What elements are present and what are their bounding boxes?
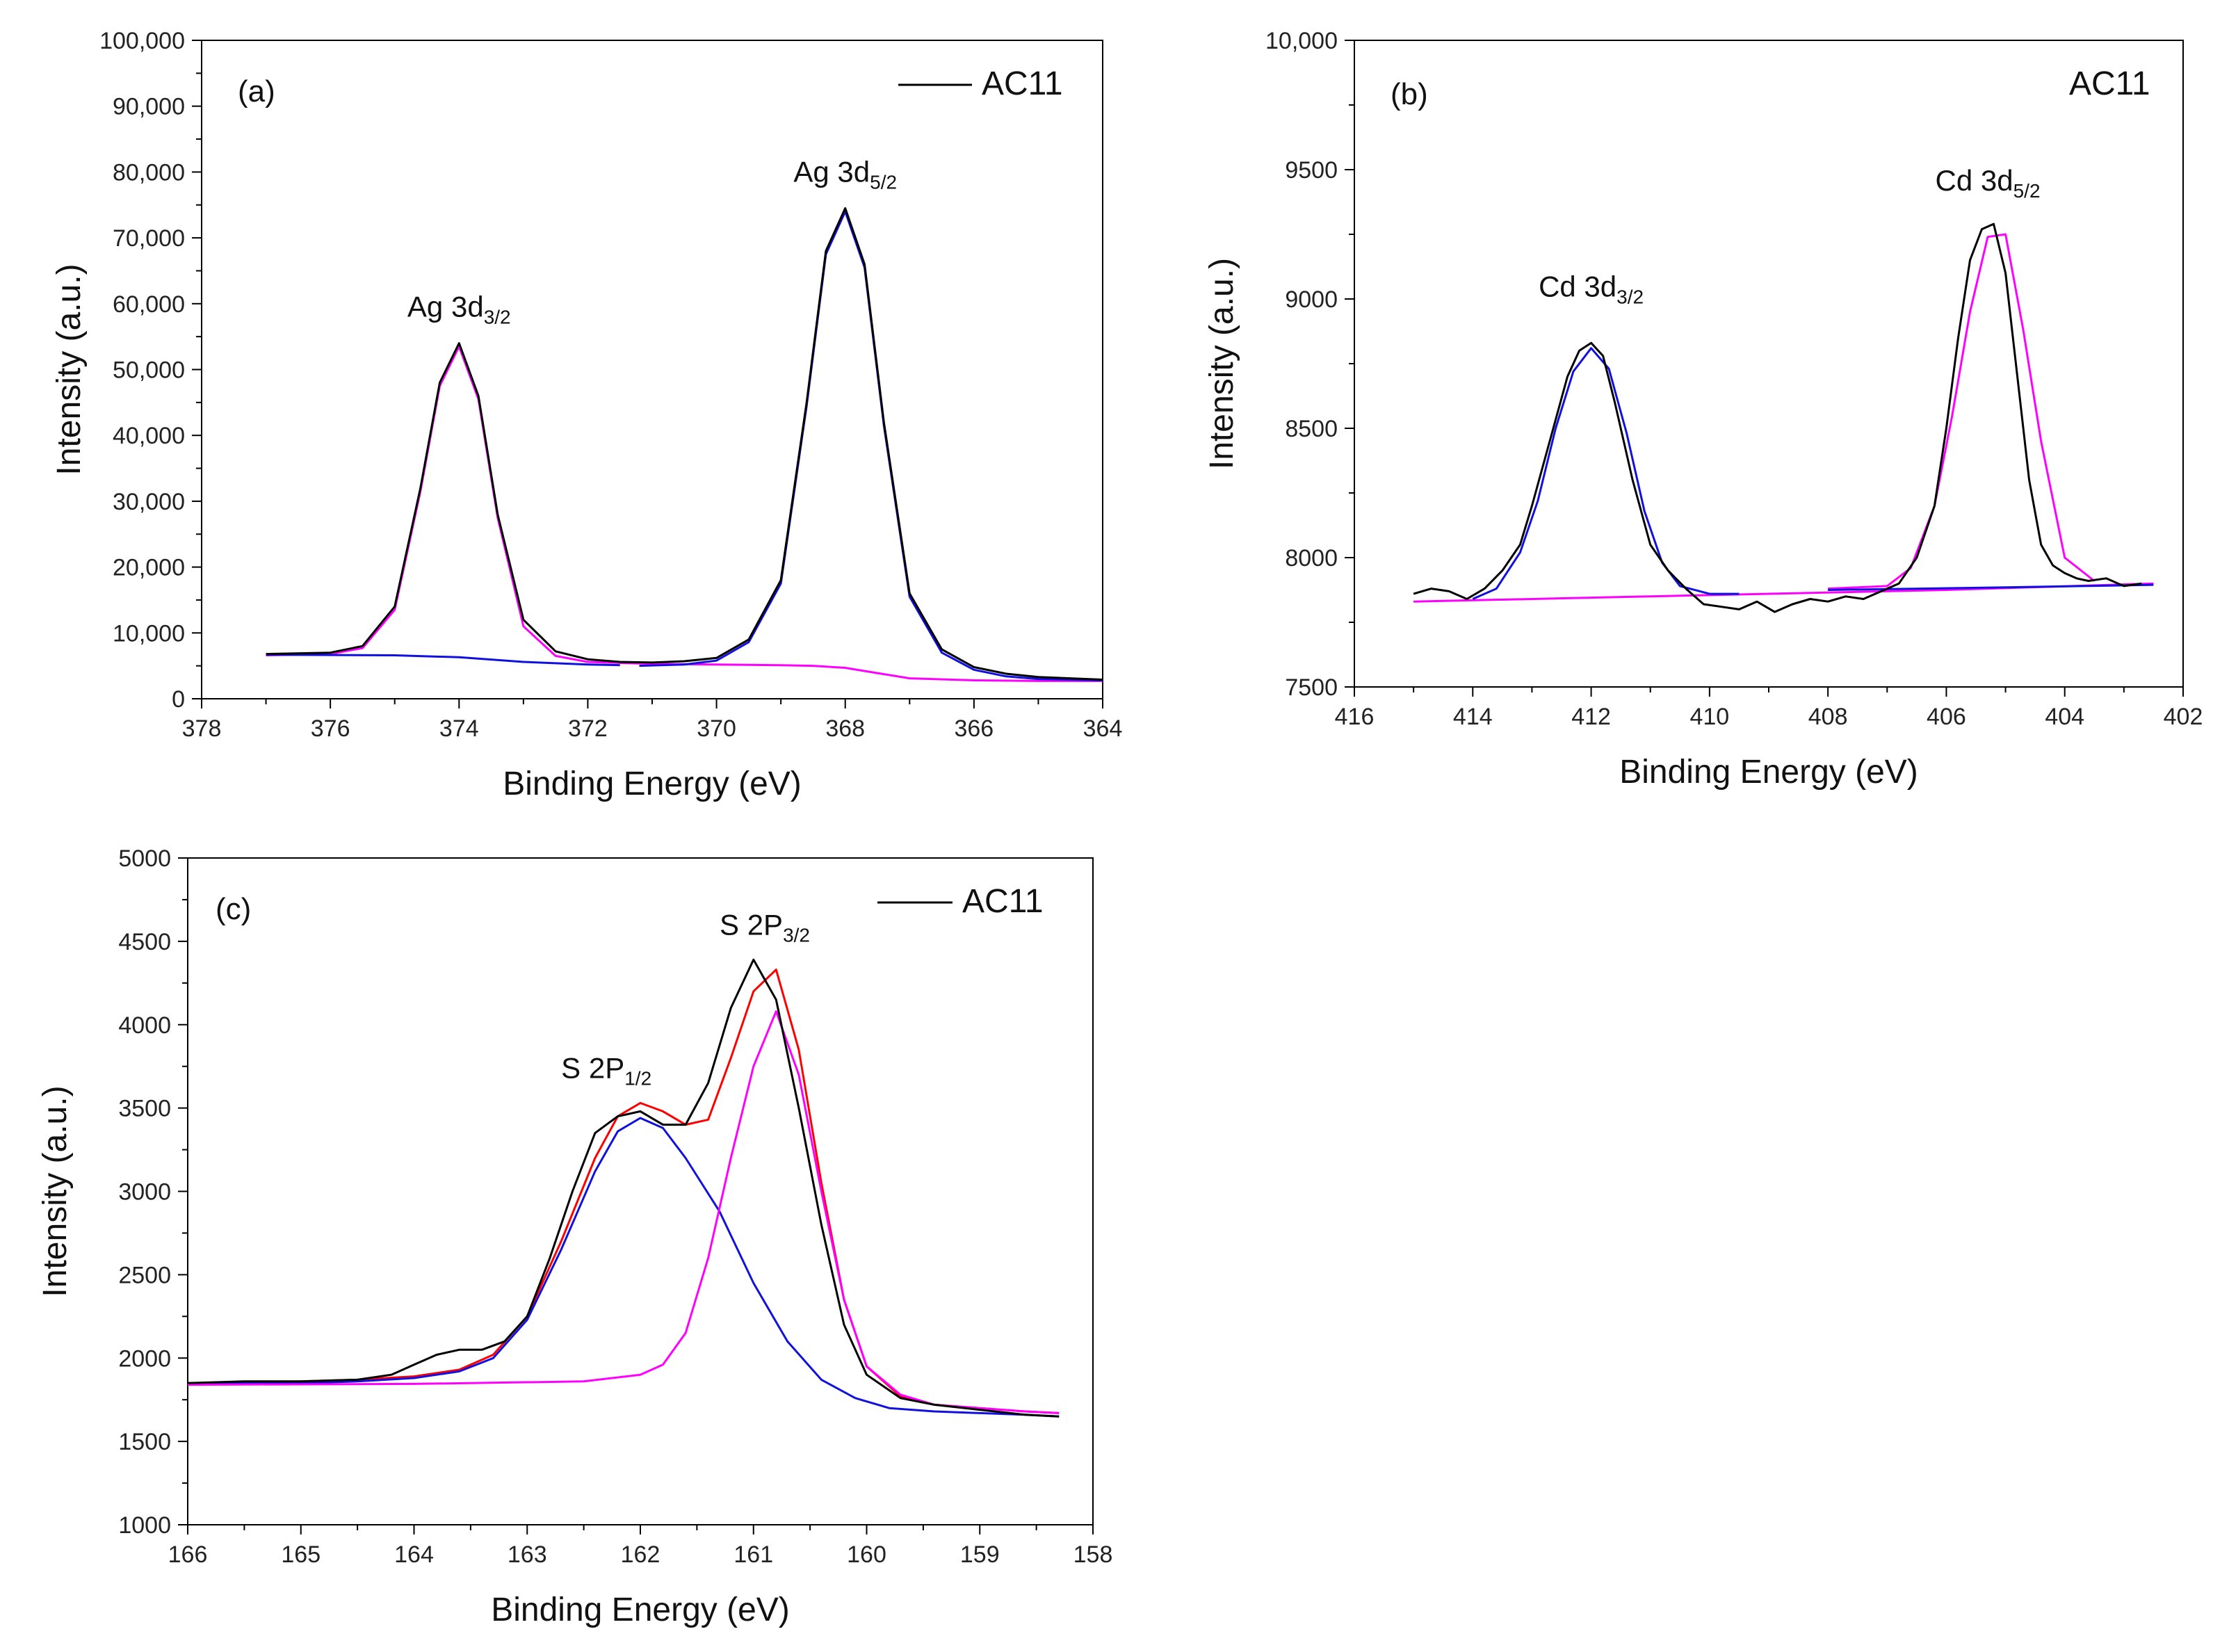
panel-a: 378 376 374 372 370 368 366 364 0 10,000 20,000 30,… (51, 28, 1122, 802)
x-tick-label: 412 (1571, 704, 1611, 730)
y-tick-label: 70,000 (113, 225, 185, 252)
panel-c: 166 165 164 163 162 161 160 159 158 1000 1500 2000 2… (37, 845, 1112, 1628)
x-tick-label: 158 (1073, 1541, 1113, 1568)
peak-annotation-sub: 3/2 (1616, 286, 1644, 307)
x-tick-label: 364 (1083, 715, 1123, 742)
peak-annotation: Cd 3d3/2 (1539, 270, 1644, 307)
panel-label: (b) (1391, 77, 1428, 111)
panel-label: (a) (238, 74, 275, 108)
x-tick-label: 165 (281, 1541, 321, 1568)
x-tick-label: 402 (2164, 704, 2203, 730)
peak-annotation-sub: 1/2 (624, 1067, 651, 1089)
y-tick-label: 80,000 (113, 159, 185, 186)
peak-annotation-main: Ag 3d (407, 291, 484, 323)
y-axis-title: Intensity (a.u.) (1203, 258, 1240, 469)
x-tick-label: 159 (960, 1541, 1000, 1568)
legend-label: AC11 (962, 883, 1044, 920)
y-tick-label: 10,000 (113, 620, 185, 647)
x-tick-label: 410 (1689, 704, 1729, 730)
peak-annotation: Ag 3d5/2 (793, 156, 897, 193)
y-tick-label: 3000 (118, 1179, 171, 1206)
series-line (187, 969, 1060, 1414)
legend-label: AC11 (982, 65, 1063, 102)
peak-annotation: S 2P1/2 (561, 1051, 651, 1089)
y-tick-label: 8500 (1285, 416, 1338, 442)
peak-annotation-main: S 2P (561, 1051, 624, 1084)
y-tick-label: 8000 (1285, 545, 1338, 572)
series-line (266, 207, 1103, 681)
y-tick-label: 1000 (118, 1512, 171, 1539)
y-tick-label: 3500 (118, 1096, 171, 1122)
series-line (1472, 347, 1740, 600)
panel-label: (c) (216, 892, 251, 926)
x-tick-label: 366 (954, 715, 994, 742)
y-tick-label: 2500 (118, 1262, 171, 1288)
peak-annotation: S 2P3/2 (720, 908, 810, 946)
x-tick-label: 372 (568, 715, 608, 742)
x-tick-label: 404 (2045, 704, 2084, 730)
x-tick-label: 160 (847, 1541, 886, 1568)
y-tick-label: 50,000 (113, 357, 185, 384)
y-tick-label: 4000 (118, 1012, 171, 1039)
x-tick-label: 163 (508, 1541, 547, 1568)
peak-annotation-main: Cd 3d (1539, 270, 1616, 302)
y-tick-label: 0 (172, 686, 185, 713)
peak-annotation-sub: 5/2 (2013, 180, 2041, 202)
y-tick-label: 4500 (118, 929, 171, 955)
x-tick-label: 374 (439, 715, 479, 742)
series-line (639, 210, 1103, 681)
peak-annotation-sub: 3/2 (484, 307, 511, 328)
y-tick-label: 1500 (118, 1429, 171, 1455)
x-tick-label: 162 (621, 1541, 660, 1568)
x-tick-label: 414 (1453, 704, 1493, 730)
series-line (188, 1117, 1060, 1418)
peak-annotation-main: Cd 3d (1936, 164, 2013, 197)
y-tick-label: 40,000 (113, 423, 185, 449)
y-tick-label: 30,000 (113, 489, 185, 515)
y-tick-label: 9000 (1285, 286, 1338, 313)
x-tick-label: 368 (825, 715, 865, 742)
x-tick-label: 416 (1335, 704, 1375, 730)
y-tick-label: 2000 (118, 1345, 171, 1372)
y-axis-title: Intensity (a.u.) (37, 1085, 74, 1297)
x-axis-title: Binding Energy (eV) (491, 1592, 790, 1628)
x-tick-label: 408 (1808, 704, 1848, 730)
legend-label: AC11 (2069, 65, 2150, 102)
x-tick-label: 161 (733, 1541, 773, 1568)
x-axis-title: Binding Energy (eV) (503, 766, 802, 802)
x-tick-label: 370 (697, 715, 736, 742)
y-tick-label: 100,000 (99, 28, 185, 54)
peak-annotation-sub: 5/2 (870, 172, 897, 193)
y-tick-label: 20,000 (113, 555, 185, 581)
y-tick-label: 10,000 (1265, 28, 1338, 54)
y-tick-label: 60,000 (113, 291, 185, 318)
x-tick-label: 164 (394, 1541, 434, 1568)
series-line (187, 958, 1060, 1418)
peak-annotation: Cd 3d5/2 (1936, 164, 2041, 202)
peak-annotation-main: S 2P (720, 908, 783, 941)
y-tick-label: 9500 (1285, 157, 1338, 184)
peak-annotation-main: Ag 3d (793, 156, 870, 188)
x-tick-label: 166 (168, 1541, 208, 1568)
y-tick-label: 90,000 (113, 94, 185, 120)
series-line (1413, 222, 2142, 613)
x-tick-label: 376 (311, 715, 350, 742)
x-tick-label: 406 (1927, 704, 1966, 730)
y-tick-label: 7500 (1285, 674, 1338, 701)
y-tick-label: 5000 (118, 845, 171, 872)
y-axis-title: Intensity (a.u.) (51, 264, 88, 475)
panel-b: 416 414 412 410 408 406 404 402 7500 8000 8500 9000… (1203, 28, 2203, 791)
peak-annotation-sub: 3/2 (783, 924, 810, 946)
peak-annotation: Ag 3d3/2 (407, 291, 511, 328)
x-axis-title: Binding Energy (eV) (1619, 754, 1918, 791)
series-line (266, 654, 620, 667)
x-tick-label: 378 (182, 715, 222, 742)
